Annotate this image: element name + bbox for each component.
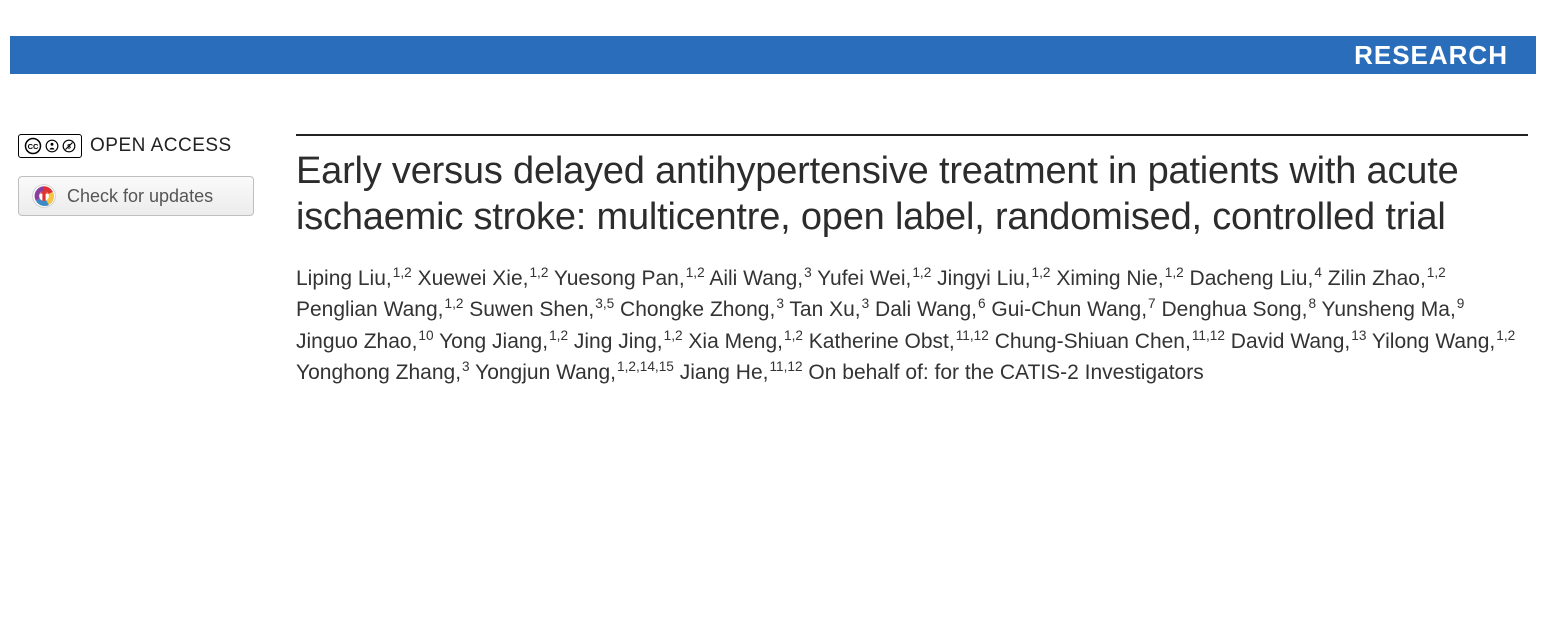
affiliation-marker: 11,12 [956,328,989,343]
author-list: Liping Liu,1,2 Xuewei Xie,1,2 Yuesong Pa… [296,263,1528,389]
content-row: CC $ OPEN ACCESS Check for updates [18,134,1528,388]
affiliation-marker: 1,2 [1165,265,1184,280]
author: Xia Meng,1,2 [688,330,803,353]
author: Yonghong Zhang,3 [296,361,470,384]
author: Dacheng Liu,4 [1190,267,1322,290]
affiliation-marker: 1,2 [1496,328,1515,343]
on-behalf-text: On behalf of: for the CATIS-2 Investigat… [808,361,1203,384]
author: Chongke Zhong,3 [620,298,784,321]
affiliation-marker: 1,2 [444,296,463,311]
article-title: Early versus delayed antihypertensive tr… [296,148,1528,241]
author: Suwen Shen,3,5 [469,298,614,321]
affiliation-marker: 1,2 [664,328,683,343]
affiliation-marker: 9 [1457,296,1465,311]
affiliation-marker: 1,2 [393,265,412,280]
author: Dali Wang,6 [875,298,986,321]
sidebar: CC $ OPEN ACCESS Check for updates [18,134,270,388]
affiliation-marker: 13 [1351,328,1366,343]
affiliation-marker: 1,2 [784,328,803,343]
check-updates-label: Check for updates [67,186,213,207]
affiliation-marker: 11,12 [1192,328,1225,343]
author: Tan Xu,3 [789,298,869,321]
affiliation-marker: 1,2 [912,265,931,280]
affiliation-marker: 1,2 [1032,265,1051,280]
author: Katherine Obst,11,12 [809,330,989,353]
svg-text:CC: CC [28,142,39,151]
affiliation-marker: 1,2 [1427,265,1446,280]
author: Gui-Chun Wang,7 [991,298,1155,321]
author: Jinguo Zhao,10 [296,330,434,353]
author: Ximing Nie,1,2 [1056,267,1183,290]
author: Yunsheng Ma,9 [1322,298,1465,321]
author: Penglian Wang,1,2 [296,298,463,321]
affiliation-marker: 1,2 [686,265,705,280]
affiliation-marker: 1,2,14,15 [617,359,674,374]
author: Yongjun Wang,1,2,14,15 [475,361,674,384]
author: Jing Jing,1,2 [574,330,683,353]
author: Jingyi Liu,1,2 [937,267,1050,290]
crossmark-icon [31,183,57,209]
affiliation-marker: 7 [1148,296,1156,311]
author: Yuesong Pan,1,2 [554,267,705,290]
affiliation-marker: 4 [1314,265,1322,280]
cc-license-icon: CC $ [18,134,82,158]
author: Xuewei Xie,1,2 [418,267,549,290]
author: Yilong Wang,1,2 [1372,330,1515,353]
open-access-label: OPEN ACCESS [90,135,232,157]
section-banner: RESEARCH [10,36,1536,74]
author: Zilin Zhao,1,2 [1328,267,1446,290]
author: Liping Liu,1,2 [296,267,412,290]
affiliation-marker: 11,12 [769,359,802,374]
affiliation-marker: 3 [862,296,870,311]
affiliation-marker: 3 [776,296,784,311]
author: Yufei Wei,1,2 [817,267,931,290]
affiliation-marker: 6 [978,296,986,311]
open-access-badge: CC $ OPEN ACCESS [18,134,270,158]
author: Denghua Song,8 [1161,298,1316,321]
author: Aili Wang,3 [709,267,811,290]
article-main: Early versus delayed antihypertensive tr… [296,134,1528,388]
author: Yong Jiang,1,2 [439,330,568,353]
author: David Wang,13 [1231,330,1367,353]
affiliation-marker: 1,2 [529,265,548,280]
check-updates-button[interactable]: Check for updates [18,176,254,216]
affiliation-marker: 10 [418,328,433,343]
affiliation-marker: 3,5 [595,296,614,311]
affiliation-marker: 3 [804,265,812,280]
section-label: RESEARCH [1354,40,1508,71]
author: Chung-Shiuan Chen,11,12 [995,330,1225,353]
affiliation-marker: 3 [462,359,470,374]
affiliation-marker: 8 [1308,296,1316,311]
author: Jiang He,11,12 [680,361,803,384]
affiliation-marker: 1,2 [549,328,568,343]
